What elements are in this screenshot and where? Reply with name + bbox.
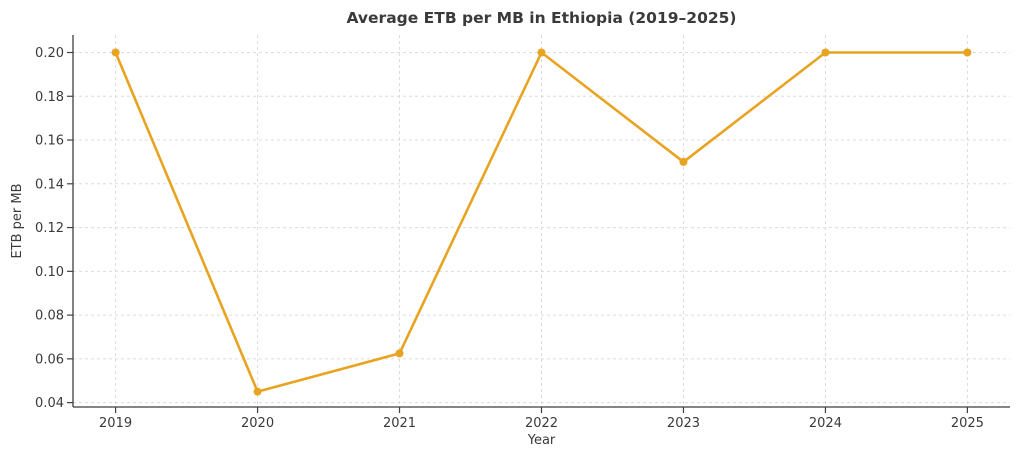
y-axis-label: ETB per MB (10, 183, 25, 258)
y-tick-label: 0.12 (35, 221, 64, 236)
y-tick-label: 0.20 (35, 46, 64, 61)
x-tick-label: 2022 (525, 416, 558, 431)
data-point-2020 (253, 387, 262, 396)
data-point-2025 (963, 48, 972, 57)
y-tick-label: 0.16 (35, 134, 64, 149)
x-tick-label: 2025 (951, 416, 984, 431)
y-tick-label: 0.18 (35, 90, 64, 105)
chart-title: Average ETB per MB in Ethiopia (2019–202… (346, 9, 736, 27)
y-tick-label: 0.08 (35, 309, 64, 324)
data-point-2019 (111, 48, 120, 57)
data-point-2022 (537, 48, 546, 57)
x-tick-label: 2024 (809, 416, 842, 431)
x-tick-label: 2020 (241, 416, 274, 431)
y-tick-label: 0.14 (35, 177, 64, 192)
x-tick-label: 2019 (99, 416, 132, 431)
x-tick-label: 2023 (667, 416, 700, 431)
data-point-2021 (395, 349, 404, 358)
y-tick-label: 0.06 (35, 352, 64, 367)
data-point-2024 (821, 48, 830, 57)
y-tick-label: 0.10 (35, 265, 64, 280)
x-tick-label: 2021 (383, 416, 416, 431)
data-point-2023 (679, 157, 688, 166)
x-axis-label: Year (527, 433, 556, 448)
y-tick-label: 0.04 (35, 396, 64, 411)
